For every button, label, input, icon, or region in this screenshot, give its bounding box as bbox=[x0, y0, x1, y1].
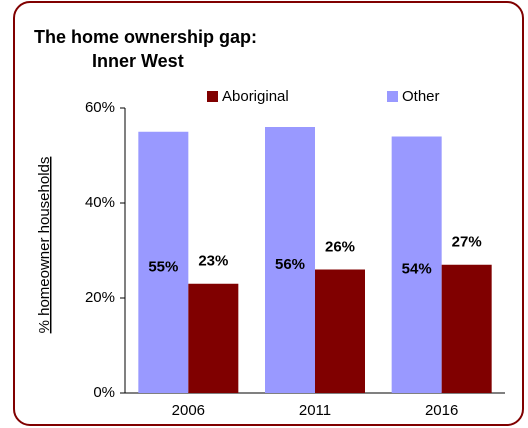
bar bbox=[265, 127, 315, 393]
bar bbox=[138, 131, 189, 393]
legend-label: Other bbox=[402, 88, 440, 105]
x-tick-label: 2011 bbox=[299, 402, 331, 419]
legend-label: Aboriginal bbox=[222, 88, 289, 105]
value-label: 26% bbox=[325, 238, 355, 255]
y-tick-label: 0% bbox=[93, 384, 115, 401]
value-label: 56% bbox=[275, 256, 305, 273]
value-label: 23% bbox=[198, 253, 228, 270]
legend-swatch bbox=[207, 91, 218, 102]
x-tick-label: 2016 bbox=[425, 402, 458, 419]
bar bbox=[441, 264, 492, 393]
x-tick-label: 2006 bbox=[172, 402, 205, 419]
bar bbox=[188, 283, 239, 393]
y-tick-label: 60% bbox=[85, 99, 115, 116]
chart-subtitle: Inner West bbox=[92, 51, 184, 71]
value-label: 54% bbox=[402, 261, 432, 278]
y-tick-label: 40% bbox=[85, 194, 115, 211]
y-tick-label: 20% bbox=[85, 289, 115, 306]
bar bbox=[391, 136, 442, 393]
y-axis-label: % homeowner households bbox=[36, 157, 53, 334]
chart-title: The home ownership gap: bbox=[34, 27, 257, 47]
bar bbox=[315, 269, 365, 393]
legend-swatch bbox=[387, 91, 398, 102]
value-label: 55% bbox=[148, 258, 178, 275]
value-label: 27% bbox=[452, 234, 482, 251]
